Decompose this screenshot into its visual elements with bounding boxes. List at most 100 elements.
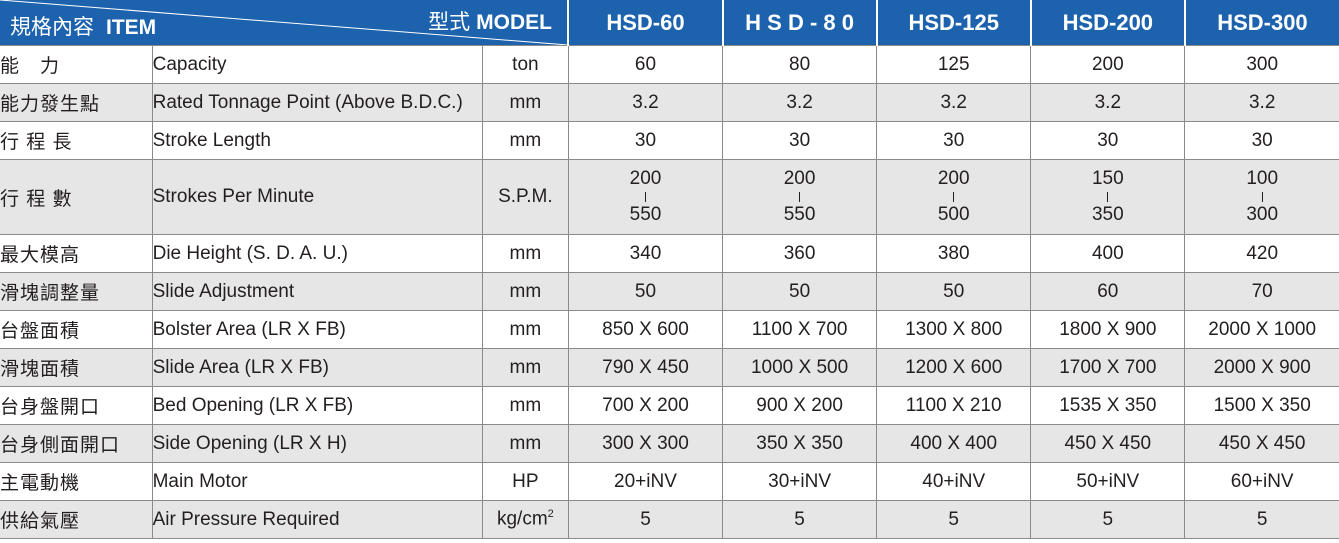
value-cell: 1500 X 350 [1184, 386, 1339, 425]
model-hsd-300: HSD-300 [1183, 0, 1339, 46]
unit-label: mm [509, 242, 542, 264]
item-name-zh: 行 程 數 [0, 159, 153, 235]
table-row: 主電動機 Main Motor HP 20+iNV 30+iNV 40+iNV 50+iNV… [0, 462, 1339, 501]
value-cell: 2000 X 1000 [1184, 310, 1339, 349]
value-cell: 790 X 450 [567, 348, 723, 387]
value-cell: 5 [1030, 500, 1185, 539]
value-cell: 360 [722, 234, 877, 273]
value-cell: 50 [567, 272, 723, 311]
value-cell: 3.2 [876, 83, 1031, 122]
value-cell: 340 [567, 234, 723, 273]
value-cell: 450 X 450 [1184, 424, 1339, 463]
table-row: 最大模高 Die Height (S. D. A. U.) mm 340 360 380 4… [0, 234, 1339, 273]
value-cell: 50 [876, 272, 1031, 311]
range-max: 300 [1246, 204, 1279, 225]
table-row: 台盤面積 Bolster Area (LR X FB) mm 850 X 600 110… [0, 310, 1339, 349]
value-cell: 50 [722, 272, 877, 311]
value-cell: 60 [1030, 272, 1185, 311]
item-name-zh: 行 程 長 [0, 121, 153, 160]
table-row: 行 程 長 Stroke Length mm 30 30 30 30 30 [0, 121, 1339, 160]
unit-cell: mm [481, 348, 569, 387]
value-cell: 1300 X 800 [876, 310, 1031, 349]
item-name-zh: 供給氣壓 [0, 500, 153, 539]
value-cell: 125 [876, 45, 1031, 84]
unit-cell: mm [481, 121, 569, 160]
value-cell: 300 X 300 [567, 424, 723, 463]
value-cell: 3.2 [722, 83, 877, 122]
item-header: 規格內容 ITEM [10, 16, 157, 39]
value-cell: 5 [876, 500, 1031, 539]
value-cell: 60 [567, 45, 723, 84]
value-cell: 200 500 [876, 159, 1031, 235]
unit-cell: mm [481, 83, 569, 122]
table-row: 台身側面開口 Side Opening (LR X H) mm 300 X 300 35… [0, 424, 1339, 463]
range-value: 200 500 [938, 168, 970, 226]
value-cell: 30 [567, 121, 723, 160]
item-name-en: Capacity [151, 45, 483, 84]
value-cell: 200 [1030, 45, 1185, 84]
value-cell: 30 [876, 121, 1031, 160]
range-min: 200 [783, 168, 816, 189]
unit-superscript: 2 [547, 508, 554, 521]
item-name-zh: 滑塊調整量 [0, 272, 153, 311]
unit-cell: mm [481, 424, 569, 463]
unit-label: mm [509, 280, 542, 302]
unit-cell: mm [481, 234, 569, 273]
item-name-en: Bolster Area (LR X FB) [151, 310, 483, 349]
range-separator [799, 192, 801, 202]
model-hsd-80: H S D - 8 0 [721, 0, 877, 46]
unit-label: mm [509, 318, 542, 340]
unit-label: mm [509, 432, 542, 454]
item-name-zh: 最大模高 [0, 234, 153, 273]
value-cell: 30 [722, 121, 877, 160]
table-row: 能 力 Capacity ton 60 80 125 200 300 [0, 45, 1339, 84]
range-separator [1261, 192, 1263, 202]
model-hsd-200: HSD-200 [1029, 0, 1185, 46]
range-separator [953, 192, 955, 202]
value-cell: 40+iNV [876, 462, 1031, 501]
unit-cell: ton [481, 45, 569, 84]
value-cell: 450 X 450 [1030, 424, 1185, 463]
range-max: 350 [1091, 204, 1124, 225]
item-name-en: Main Motor [151, 462, 483, 501]
unit-cell: mm [481, 272, 569, 311]
unit-cell: mm [481, 386, 569, 425]
diagonal-divider [0, 0, 568, 45]
unit-cell: kg/cm2 [481, 500, 569, 539]
item-name-en: Slide Adjustment [151, 272, 483, 311]
range-value: 200 550 [630, 168, 662, 226]
value-cell: 5 [722, 500, 877, 539]
value-cell: 70 [1184, 272, 1339, 311]
value-cell: 3.2 [567, 83, 723, 122]
item-name-zh: 能力發生點 [0, 83, 153, 122]
value-cell: 3.2 [1030, 83, 1185, 122]
range-min: 200 [937, 168, 970, 189]
value-cell: 700 X 200 [567, 386, 723, 425]
unit-label: mm [509, 356, 542, 378]
item-name-en: Slide Area (LR X FB) [151, 348, 483, 387]
value-cell: 350 X 350 [722, 424, 877, 463]
item-name-zh: 主電動機 [0, 462, 153, 501]
value-cell: 1535 X 350 [1030, 386, 1185, 425]
value-cell: 100 300 [1184, 159, 1339, 235]
range-separator [644, 192, 646, 202]
unit-label: S.P.M. [498, 186, 553, 207]
unit-cell: S.P.M. [481, 159, 569, 235]
value-cell: 1100 X 700 [722, 310, 877, 349]
range-min: 200 [629, 168, 662, 189]
item-name-en: Side Opening (LR X H) [151, 424, 483, 463]
item-name-en: Strokes Per Minute [151, 159, 483, 235]
item-name-en: Rated Tonnage Point (Above B.D.C.) [151, 83, 483, 122]
value-cell: 850 X 600 [567, 310, 723, 349]
table-row: 供給氣壓 Air Pressure Required kg/cm2 5 5 5 5 5 [0, 500, 1339, 539]
item-name-zh: 台身側面開口 [0, 424, 153, 463]
value-cell: 400 [1030, 234, 1185, 273]
range-max: 500 [937, 204, 970, 225]
item-name-en: Die Height (S. D. A. U.) [151, 234, 483, 273]
unit-label: HP [512, 470, 539, 492]
item-name-en: Stroke Length [151, 121, 483, 160]
unit-label: kg/cm [496, 508, 548, 530]
value-cell: 20+iNV [567, 462, 723, 501]
table-row: 滑塊調整量 Slide Adjustment mm 50 50 50 60 70 [0, 272, 1339, 311]
value-cell: 80 [722, 45, 877, 84]
